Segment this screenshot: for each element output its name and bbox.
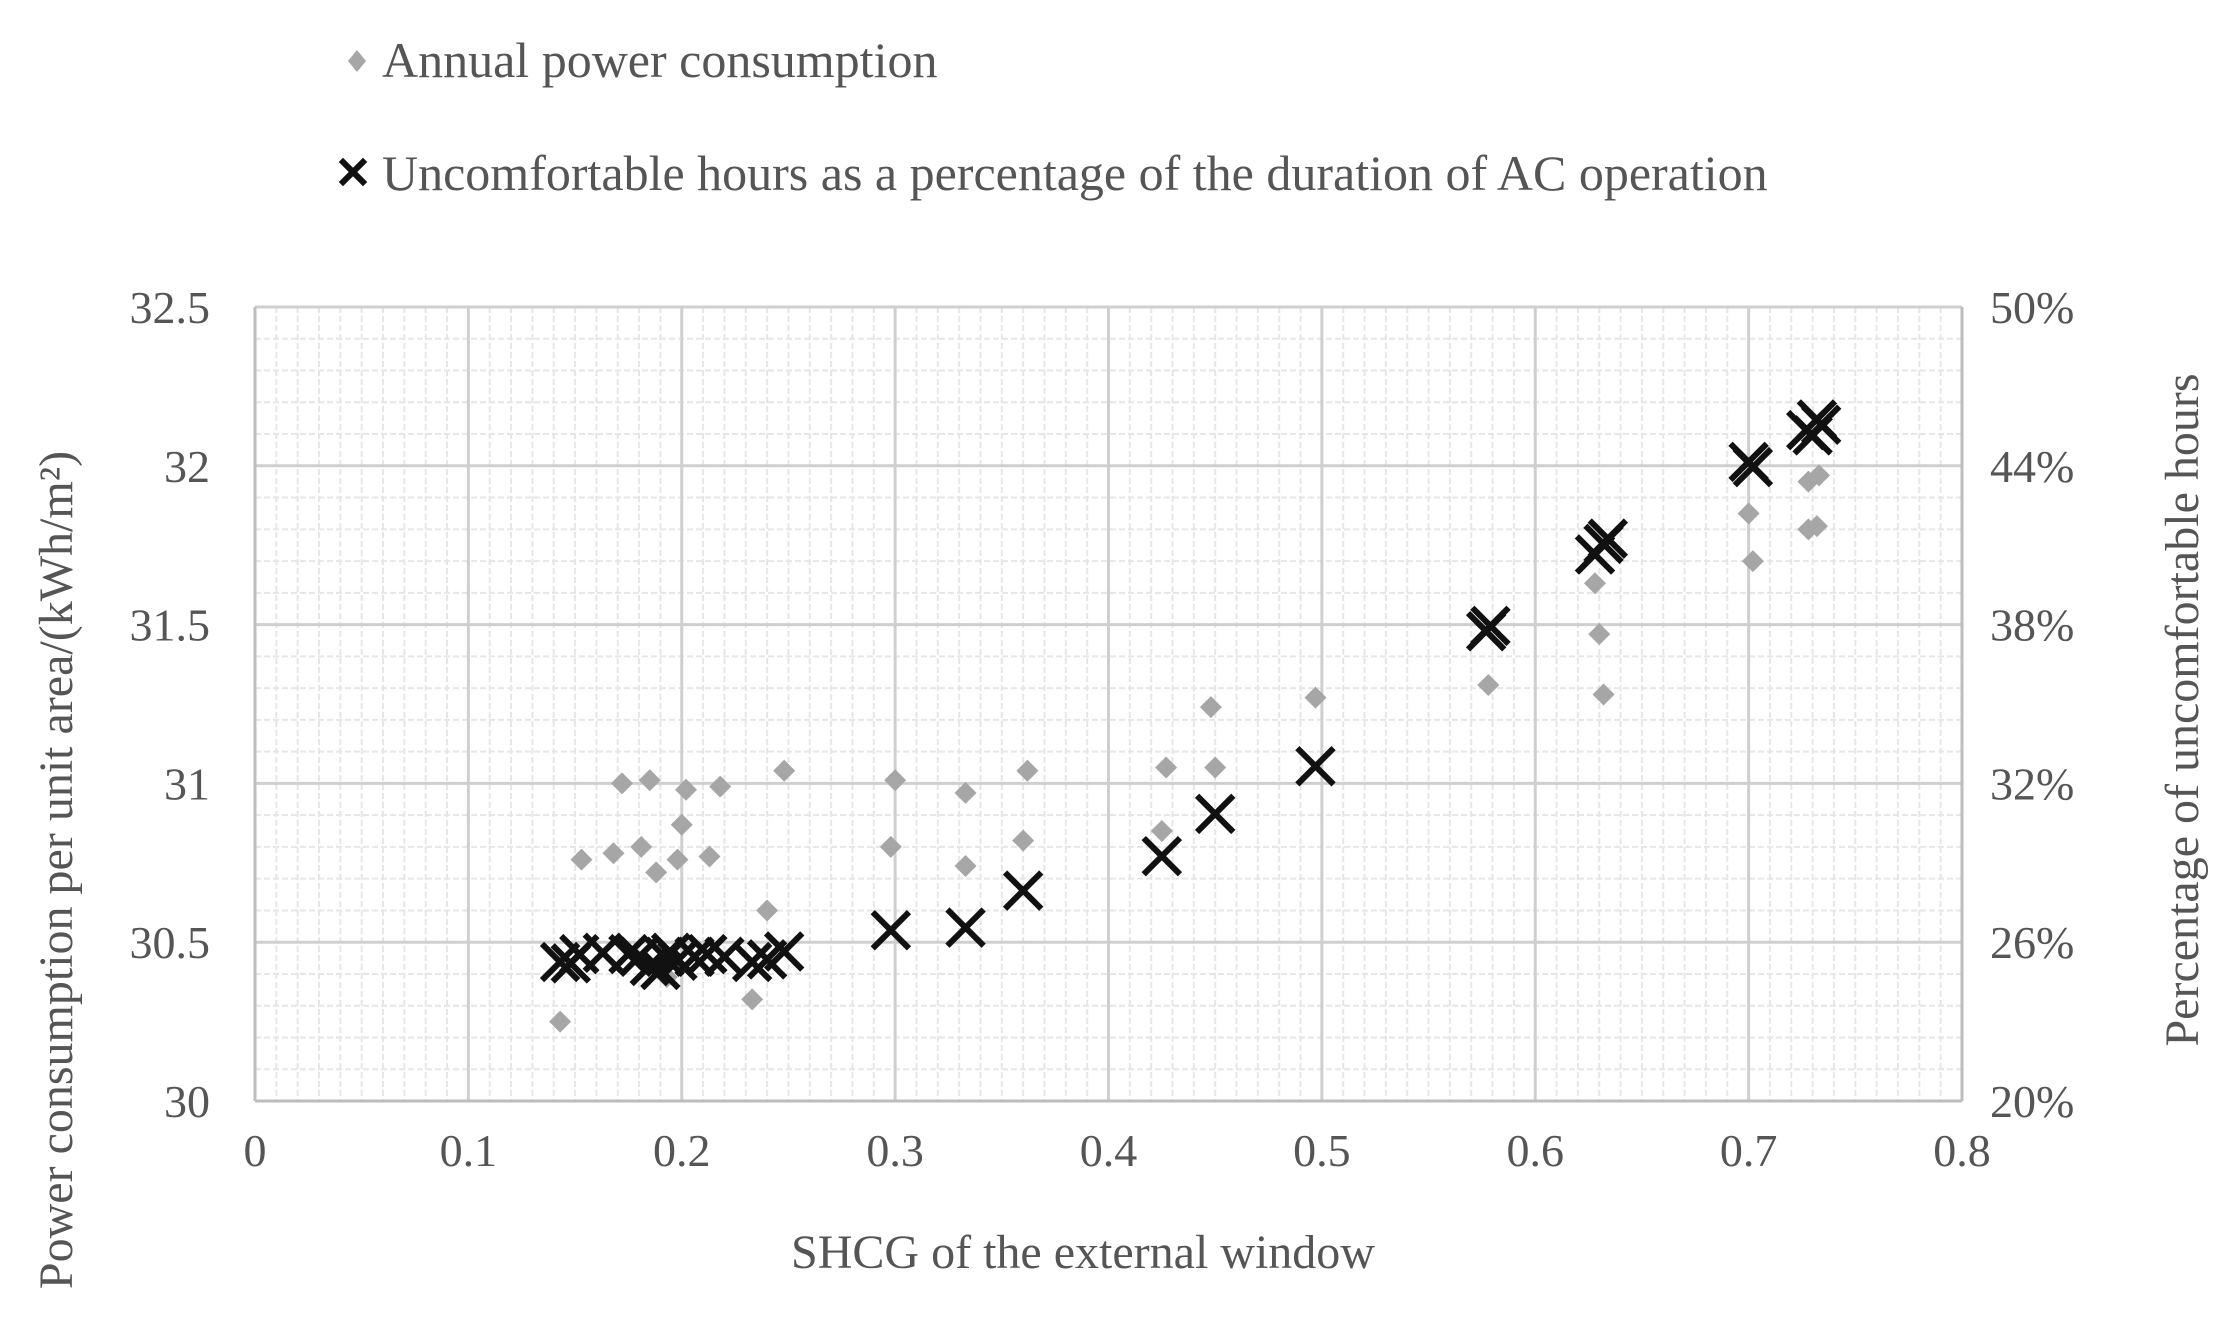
x-tick-label: 0.7 bbox=[1720, 1125, 1778, 1176]
uncomfortable-hours-point bbox=[1587, 518, 1629, 559]
power-consumption-point bbox=[741, 988, 764, 1011]
power-consumption-point bbox=[666, 848, 689, 871]
y-left-tick-label: 30 bbox=[164, 1076, 210, 1127]
power-consumption-point bbox=[1592, 683, 1615, 706]
uncomfortable-hours-point bbox=[945, 907, 986, 948]
power-consumption-point bbox=[709, 775, 732, 798]
x-tick-label: 0.6 bbox=[1507, 1125, 1565, 1176]
power-consumption-point bbox=[1805, 515, 1828, 538]
y-right-tick-label: 44% bbox=[1990, 441, 2074, 492]
power-consumption-point bbox=[954, 781, 977, 804]
y-right-tick-label: 38% bbox=[1990, 600, 2074, 651]
legend: Annual power consumption Uncomfortable h… bbox=[338, 32, 1768, 201]
y-axis-left-title: Power consumption per unit area/(kWh/m²) bbox=[30, 451, 83, 1289]
uncomfortable-hours-point bbox=[1002, 870, 1044, 911]
power-consumption-point bbox=[884, 769, 907, 792]
power-consumption-point bbox=[549, 1010, 572, 1033]
uncomfortable-hours-point bbox=[674, 936, 715, 977]
power-consumption-point bbox=[879, 835, 902, 858]
x-tick-label: 0.4 bbox=[1080, 1125, 1138, 1176]
x-tick-label: 0.8 bbox=[1933, 1125, 1991, 1176]
power-consumption-point bbox=[1588, 623, 1611, 646]
power-consumption-point bbox=[1155, 756, 1178, 779]
x-tick-label: 0.1 bbox=[440, 1125, 498, 1176]
y-left-tick-label: 30.5 bbox=[130, 917, 211, 968]
power-consumption-point bbox=[1583, 572, 1606, 595]
x-axis-title: SHCG of the external window bbox=[791, 1226, 1375, 1279]
y-right-tick-label: 26% bbox=[1990, 917, 2074, 968]
uncomfortable-hours-point bbox=[1800, 404, 1842, 446]
y-right-tick-label: 50% bbox=[1990, 282, 2074, 333]
power-consumption-point bbox=[638, 769, 661, 792]
power-consumption-point bbox=[675, 778, 698, 801]
y-right-tick-label: 32% bbox=[1990, 758, 2074, 809]
power-consumption-point bbox=[1204, 756, 1227, 779]
power-consumption-point bbox=[630, 835, 653, 858]
legend-label-uncomfortable: Uncomfortable hours as a percentage of t… bbox=[382, 145, 1768, 201]
y-right-tick-label: 20% bbox=[1990, 1076, 2074, 1127]
power-consumption-point bbox=[611, 772, 634, 795]
y-left-tick-label: 32 bbox=[164, 441, 210, 492]
x-tick-label: 0.5 bbox=[1293, 1125, 1351, 1176]
power-consumption-point bbox=[1808, 464, 1831, 487]
power-consumption-point bbox=[645, 861, 668, 884]
power-consumption-point bbox=[773, 759, 796, 782]
power-consumption-point bbox=[1150, 820, 1173, 843]
power-consumption-point bbox=[698, 845, 721, 868]
power-consumption-point bbox=[670, 813, 693, 836]
legend-label-power: Annual power consumption bbox=[382, 32, 937, 88]
x-tick-label: 0.3 bbox=[866, 1125, 924, 1176]
axes bbox=[253, 307, 1964, 1103]
y-axis-right-title: Percentage of uncomfortable hours bbox=[2156, 373, 2209, 1046]
power-consumption-point bbox=[602, 842, 625, 865]
uncomfortable-hours-point bbox=[1732, 446, 1774, 488]
uncomfortable-hours-point bbox=[1194, 793, 1236, 835]
power-consumption-point bbox=[954, 854, 977, 877]
uncomfortable-hours-point bbox=[1141, 835, 1183, 877]
uncomfortable-hours-point bbox=[1295, 745, 1336, 787]
uncomfortable-hours-point bbox=[1470, 605, 1511, 647]
uncomfortable-hours-point bbox=[763, 931, 805, 972]
power-consumption-point bbox=[756, 899, 779, 922]
power-consumption-point bbox=[1199, 696, 1222, 719]
legend-marker-power bbox=[348, 50, 366, 72]
power-consumption-point bbox=[1741, 550, 1764, 573]
legend-marker-uncomfortable bbox=[338, 157, 368, 187]
x-tick-label: 0.2 bbox=[653, 1125, 711, 1176]
power-consumption-point bbox=[1304, 686, 1327, 709]
tick-labels: 0 0.1 0.2 0.3 0.4 0.5 0.6 0.7 0.8 30 30.5 31 31.5 32 3… bbox=[130, 282, 2075, 1176]
uncomfortable-hours-point bbox=[608, 933, 649, 975]
y-left-tick-label: 31.5 bbox=[130, 600, 211, 651]
uncomfortable-hours-point bbox=[539, 941, 581, 983]
grid bbox=[253, 305, 1964, 1103]
power-consumption-point bbox=[1737, 502, 1760, 525]
data-marks bbox=[539, 399, 1842, 1033]
power-consumption-point bbox=[570, 848, 593, 871]
power-consumption-point bbox=[1016, 759, 1039, 782]
y-left-tick-label: 32.5 bbox=[130, 282, 211, 333]
y-left-tick-label: 31 bbox=[164, 758, 210, 809]
power-consumption-point bbox=[1012, 829, 1035, 852]
x-tick-label: 0 bbox=[244, 1125, 267, 1176]
power-consumption-point bbox=[1477, 673, 1500, 696]
uncomfortable-hours-point bbox=[870, 910, 912, 951]
